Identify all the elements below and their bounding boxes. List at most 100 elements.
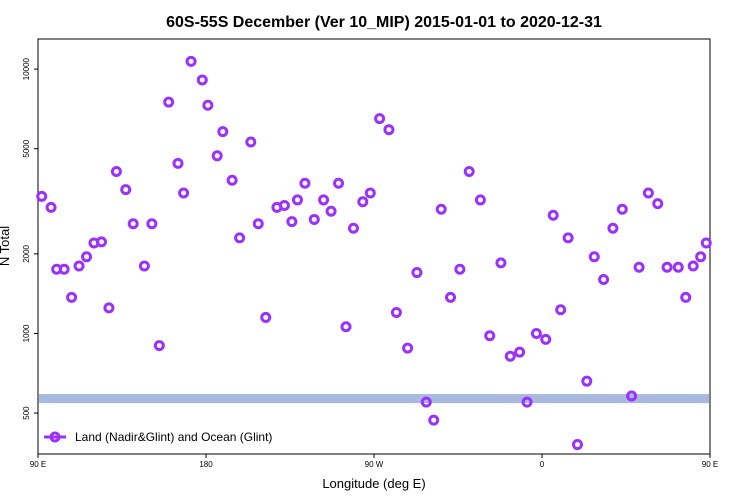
data-point	[598, 274, 610, 286]
data-point	[308, 213, 320, 225]
data-point	[435, 203, 447, 215]
data-point	[146, 218, 158, 230]
data-point	[661, 261, 673, 273]
reference-band-rect	[39, 394, 709, 404]
data-point	[463, 165, 475, 177]
data-point	[196, 74, 208, 86]
data-point	[333, 177, 345, 189]
data-point	[153, 340, 165, 352]
data-point	[36, 190, 48, 202]
y-axis-ticks: 500 1000 2000 5000 10000	[22, 57, 38, 420]
data-point	[428, 414, 440, 426]
data-point	[547, 209, 559, 221]
data-point	[571, 439, 583, 451]
data-point	[245, 136, 257, 148]
reference-band	[39, 394, 709, 404]
data-point	[672, 261, 684, 273]
data-point	[226, 174, 238, 186]
data-point	[252, 218, 264, 230]
y-tick-label: 10000	[22, 57, 31, 80]
data-point	[402, 342, 414, 354]
data-point	[127, 218, 139, 230]
data-point	[616, 203, 628, 215]
data-point	[202, 99, 214, 111]
data-point	[581, 375, 593, 387]
data-point	[81, 251, 93, 263]
data-point	[291, 194, 303, 206]
data-point	[211, 150, 223, 162]
data-point	[504, 350, 516, 362]
data-point	[73, 260, 85, 272]
data-point	[652, 198, 664, 210]
y-tick-label: 500	[22, 406, 31, 420]
x-tick-label: 0	[540, 460, 545, 469]
data-point	[185, 55, 197, 67]
data-point	[374, 113, 386, 125]
legend-marker	[49, 431, 61, 443]
data-point	[234, 232, 246, 244]
data-point	[626, 390, 638, 402]
data-point	[607, 222, 619, 234]
data-point	[163, 96, 175, 108]
data-point	[420, 396, 432, 408]
data-point	[555, 304, 567, 316]
data-point	[260, 311, 272, 323]
data-point	[687, 260, 699, 272]
data-point	[474, 194, 486, 206]
data-point	[95, 236, 107, 248]
data-point	[120, 184, 132, 196]
data-point	[680, 291, 692, 303]
x-axis-label: Longitude (deg E)	[322, 476, 425, 491]
data-point	[700, 237, 712, 249]
data-point	[495, 257, 507, 269]
x-axis-ticks: 90 E 180 90 W 0 90 E	[30, 454, 718, 469]
data-point	[217, 126, 229, 138]
data-point	[318, 194, 330, 206]
data-point	[445, 291, 457, 303]
data-point	[383, 124, 395, 136]
data-point	[364, 187, 376, 199]
data-point	[299, 177, 311, 189]
y-tick-label: 2000	[22, 244, 31, 262]
data-point	[588, 251, 600, 263]
x-tick-label: 90 W	[365, 460, 384, 469]
data-point	[45, 201, 57, 213]
data-point	[58, 263, 70, 275]
data-point	[540, 333, 552, 345]
data-points	[36, 55, 712, 451]
data-point	[357, 196, 369, 208]
data-point	[138, 260, 150, 272]
data-point	[103, 302, 115, 314]
y-axis-label: N Total	[0, 226, 12, 266]
plot-frame	[37, 38, 711, 455]
data-point	[530, 327, 542, 339]
data-point	[484, 330, 496, 342]
data-point	[172, 157, 184, 169]
data-point	[178, 187, 190, 199]
data-point	[278, 199, 290, 211]
data-point	[514, 346, 526, 358]
data-point	[411, 267, 423, 279]
data-point	[110, 165, 122, 177]
data-point	[66, 291, 78, 303]
y-tick-label: 5000	[22, 139, 31, 157]
data-point	[347, 222, 359, 234]
data-point	[521, 396, 533, 408]
data-point	[325, 205, 337, 217]
x-tick-label: 180	[199, 460, 213, 469]
data-point	[642, 187, 654, 199]
chart-title: 60S-55S December (Ver 10_MIP) 2015-01-01…	[166, 14, 602, 31]
legend-label: Land (Nadir&Glint) and Ocean (Glint)	[75, 430, 272, 444]
data-point	[633, 261, 645, 273]
y-tick-label: 1000	[22, 324, 31, 342]
data-point	[562, 232, 574, 244]
x-tick-label: 90 E	[30, 460, 46, 469]
x-tick-label: 90 E	[702, 460, 718, 469]
data-point	[286, 216, 298, 228]
data-point	[695, 251, 707, 263]
legend: Land (Nadir&Glint) and Ocean (Glint)	[44, 430, 272, 444]
data-point	[340, 321, 352, 333]
data-point	[390, 307, 402, 319]
data-point	[454, 263, 466, 275]
